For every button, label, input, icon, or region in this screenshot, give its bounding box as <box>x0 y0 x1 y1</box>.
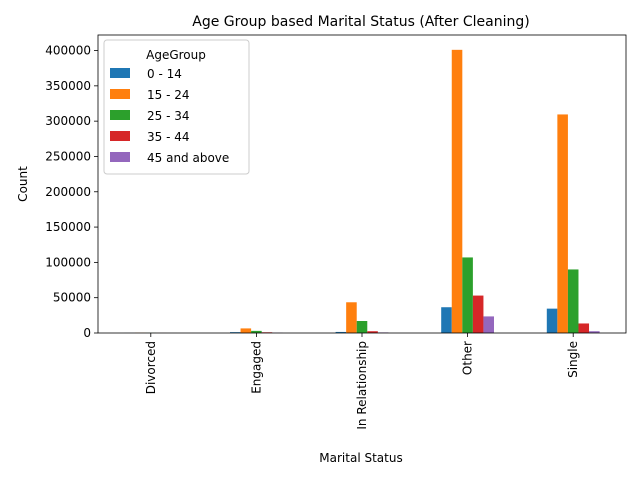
legend-swatch <box>110 152 130 162</box>
y-tick-label: 200000 <box>45 185 91 199</box>
legend-label: 15 - 24 <box>147 88 190 102</box>
bar-in-relationship-1 <box>346 302 357 333</box>
bar-in-relationship-0 <box>335 331 347 333</box>
bar-other-0 <box>441 307 452 333</box>
bar-in-relationship-3 <box>367 331 378 333</box>
y-tick-label: 250000 <box>45 149 91 163</box>
legend-swatch <box>110 110 130 120</box>
bar-other-1 <box>451 49 463 333</box>
x-tick-label: Single <box>566 341 580 378</box>
x-axis-label: Marital Status <box>319 451 402 465</box>
bar-single-4 <box>589 331 600 333</box>
bar-engaged-0 <box>230 332 241 333</box>
legend-swatch <box>110 89 130 99</box>
legend: AgeGroup 0 - 14 15 - 24 25 - 34 35 - 44 45 a… <box>103 39 250 175</box>
legend-label: 35 - 44 <box>147 130 190 144</box>
y-axis-label: Count <box>16 166 30 202</box>
x-tick-label: Engaged <box>249 341 263 394</box>
x-axis: Divorced Engaged In Relationship Other Singl… <box>144 333 580 430</box>
legend-title: AgeGroup <box>146 48 206 62</box>
bars-group <box>124 49 600 333</box>
y-tick-label: 150000 <box>45 220 91 234</box>
plot-frame <box>97 34 627 334</box>
y-tick-label: 400000 <box>45 44 91 58</box>
bar-single-3 <box>578 323 590 333</box>
bar-engaged-1 <box>240 328 252 333</box>
y-tick-label: 350000 <box>45 79 91 93</box>
x-tick-label: In Relationship <box>355 341 369 430</box>
y-tick-label: 300000 <box>45 114 91 128</box>
bar-other-4 <box>483 316 494 333</box>
bar-other-3 <box>472 295 484 333</box>
bar-other-2 <box>462 257 473 333</box>
bar-single-0 <box>546 308 558 333</box>
legend-label: 45 and above <box>147 151 229 165</box>
bar-in-relationship-2 <box>356 321 368 333</box>
bar-single-2 <box>567 269 579 333</box>
bar-engaged-2 <box>251 330 262 333</box>
y-tick-label: 0 <box>83 326 91 340</box>
bar-single-1 <box>557 114 568 333</box>
legend-label: 25 - 34 <box>147 109 190 123</box>
legend-label: 0 - 14 <box>147 67 182 81</box>
chart-title: Age Group based Marital Status (After Cl… <box>192 14 529 30</box>
y-axis: 0 50000 100000 150000 200000 250000 300000 3500… <box>45 44 98 340</box>
legend-frame <box>103 39 250 175</box>
x-tick-label: Divorced <box>144 341 158 394</box>
x-tick-label: Other <box>461 341 475 375</box>
legend-swatch <box>110 131 130 141</box>
legend-swatch <box>110 68 130 78</box>
y-tick-label: 100000 <box>45 255 91 269</box>
y-tick-label: 50000 <box>53 291 91 305</box>
